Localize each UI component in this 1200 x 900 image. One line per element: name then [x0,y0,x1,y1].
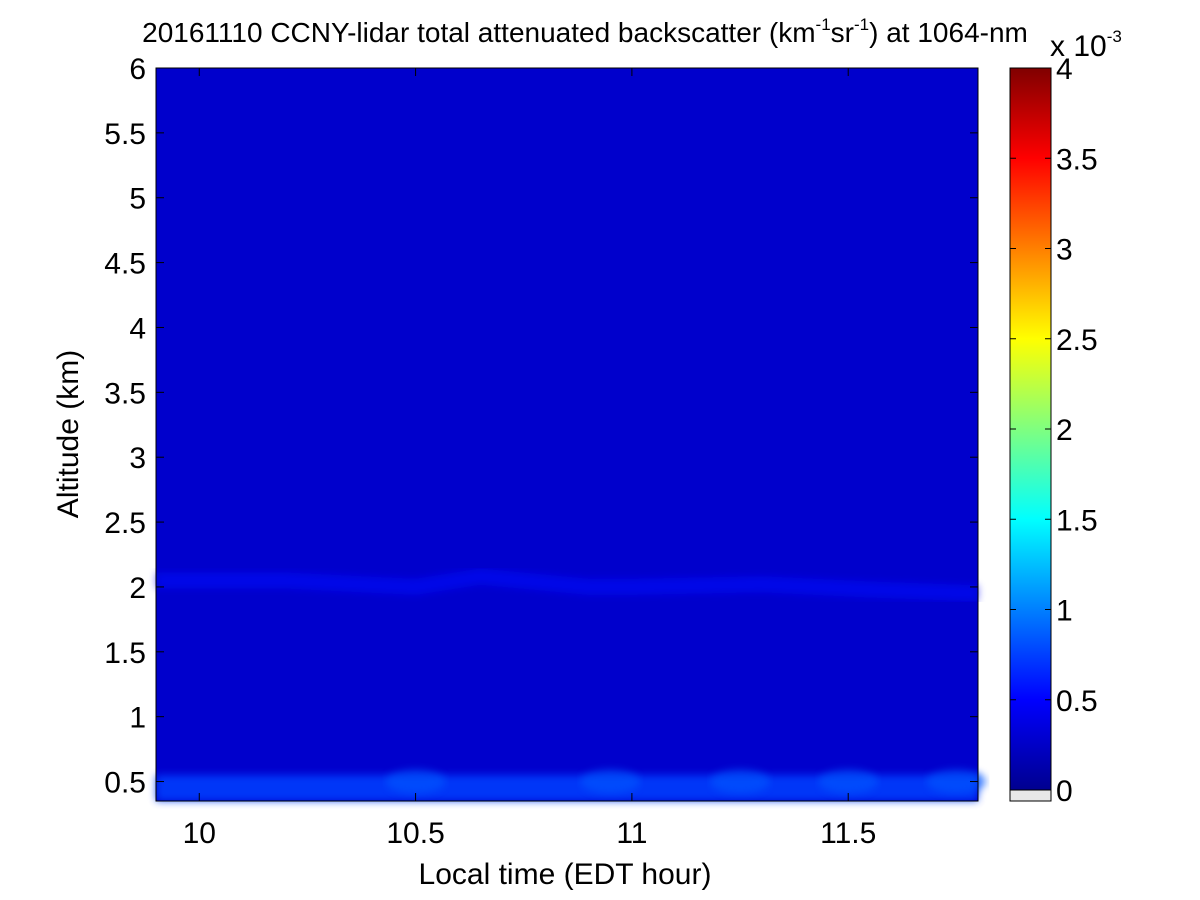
y-tick-label: 0.5 [104,767,146,800]
y-tick-label: 4 [129,312,146,345]
x-axis-ticks: 10 10.5 11 11.5 [183,68,876,850]
colorbar-tick-label: 2 [1056,414,1073,447]
y-tick-label: 5.5 [104,118,146,151]
colorbar-tick-label: 1 [1056,595,1073,628]
x-tick-label: 11.5 [820,817,876,850]
x-axis-label: Local time (EDT hour) [419,858,712,891]
y-tick-label: 3.5 [104,377,146,410]
colorbar-ticks: 0 0.5 1 1.5 2 2.5 3 3.5 4 [1010,53,1098,808]
colorbar-tick-label: 3.5 [1056,143,1098,176]
colorbar-tick-label: 0.5 [1056,685,1098,718]
y-tick-label: 6 [129,53,146,86]
surface-blob [385,769,446,794]
colorbar-tick-label: 4 [1056,53,1073,86]
x-tick-label: 10.5 [386,817,444,850]
y-tick-label: 4.5 [104,248,146,281]
colorbar-undershoot [1009,789,1052,802]
surface-aerosol-blobs [385,769,987,794]
colorbar-tick-label: 1.5 [1056,504,1098,537]
surface-blob [580,769,641,794]
y-tick-label: 2.5 [104,507,146,540]
colorbar-tick-label: 3 [1056,234,1073,267]
x-tick-label: 10 [183,817,216,850]
title-sup-1: -1 [816,15,831,34]
colorbar-multiplier: x 10-3 [1050,27,1122,63]
chart-title: 20161110 CCNY-lidar total attenuated bac… [142,15,1028,48]
y-axis-ticks: 0.5 1 1.5 2 2.5 3 3.5 4 4.5 5 5.5 6 [104,53,978,800]
title-mid: sr [831,17,854,48]
colorbar-multiplier-base: x 10 [1050,30,1107,63]
surface-blob [926,769,987,794]
colorbar-tick-label: 2.5 [1056,324,1098,357]
title-tail: ) at 1064-nm [869,17,1028,48]
aerosol-layer-band [156,568,979,602]
colorbar-multiplier-exponent: -3 [1107,27,1122,46]
y-tick-label: 2 [129,572,146,605]
y-tick-label: 1 [129,702,146,735]
colorbar-strip [1009,67,1052,791]
heatmap-background [156,68,978,801]
x-tick-label: 11 [616,817,647,850]
heatmap-plot-area [155,67,987,802]
y-tick-label: 5 [129,183,146,216]
colorbar-tick-label: 0 [1056,775,1073,808]
y-axis-label: Altitude (km) [52,350,85,518]
title-main: 20161110 CCNY-lidar total attenuated bac… [142,17,815,48]
surface-blob [818,769,879,794]
y-tick-label: 1.5 [104,637,146,670]
colorbar: 0 0.5 1 1.5 2 2.5 3 3.5 4 x 10-3 [1009,27,1122,808]
y-tick-label: 3 [129,442,146,475]
surface-blob [710,769,771,794]
title-sup-2: -1 [854,15,869,34]
plot-frame [155,67,979,802]
